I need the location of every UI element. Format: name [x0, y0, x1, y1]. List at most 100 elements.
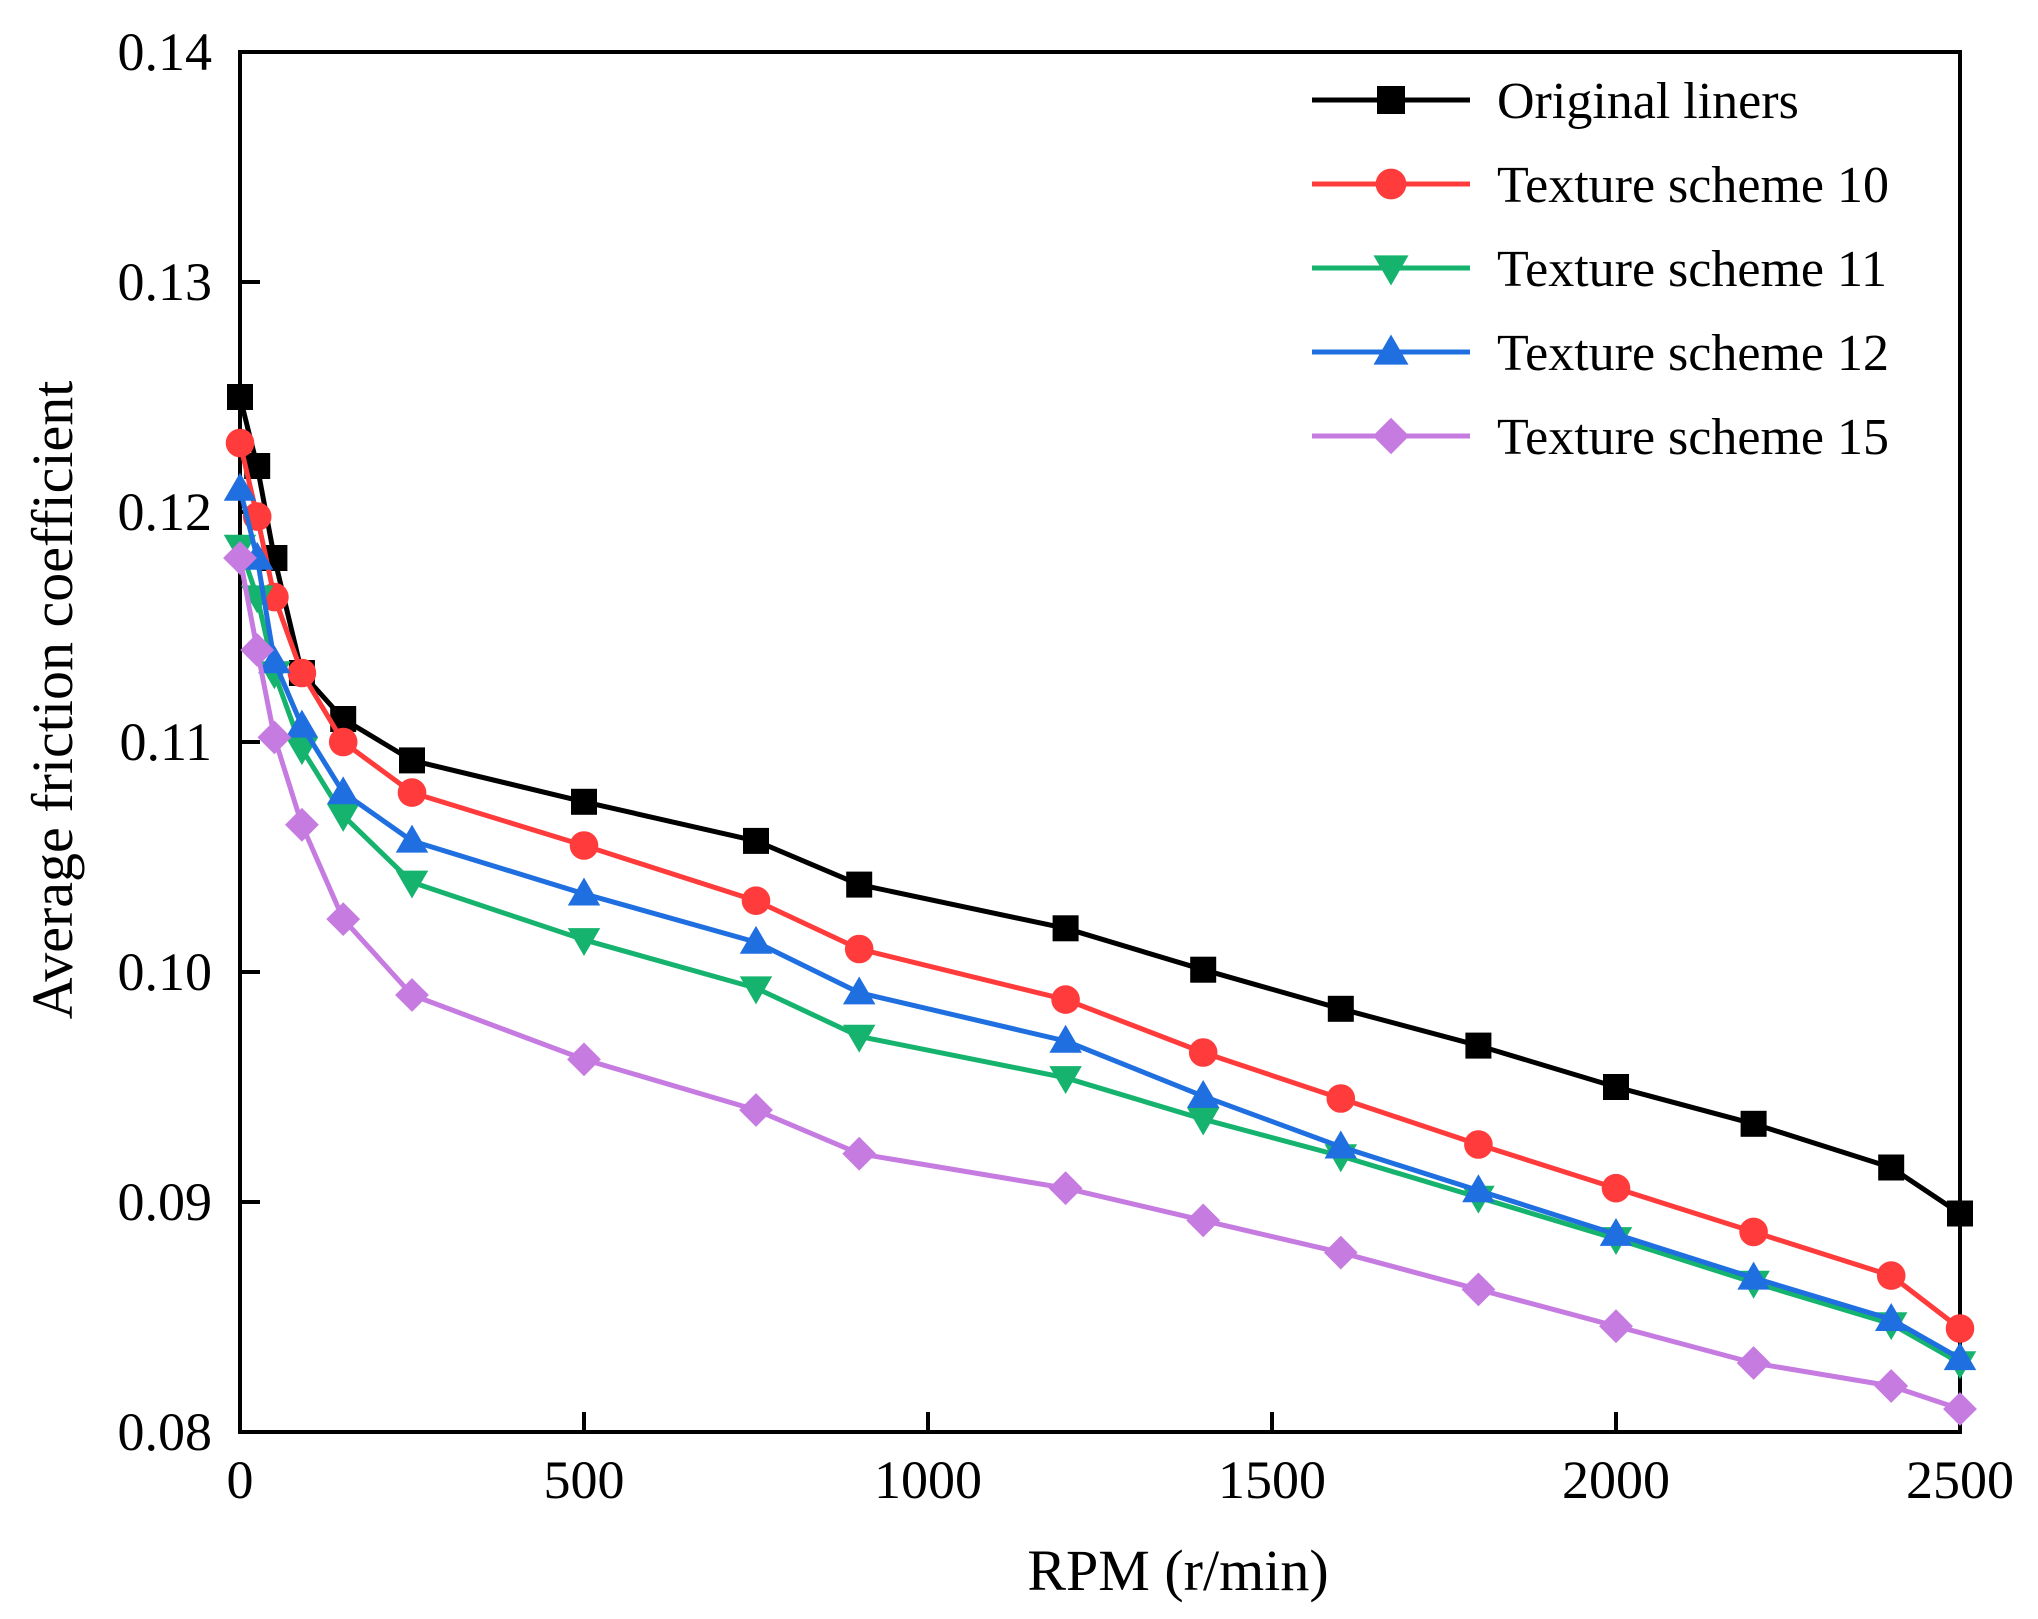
data-point-diamond [1943, 1392, 1977, 1426]
data-point-diamond [285, 807, 319, 842]
x-tick-label: 2500 [1906, 1450, 2014, 1510]
data-point-circle [1051, 985, 1080, 1014]
data-point-triangle-up [258, 645, 291, 674]
data-point-triangle-up [326, 776, 360, 805]
data-point-diamond [1323, 1235, 1358, 1270]
data-point-triangle-up [567, 877, 601, 906]
legend-item: Texture scheme 15 [1312, 409, 1889, 466]
legend-label: Texture scheme 11 [1497, 241, 1887, 298]
data-point-square [1052, 915, 1079, 942]
data-point-diamond [842, 1136, 877, 1171]
data-point-triangle-up [1462, 1174, 1495, 1203]
x-tick-label: 1000 [874, 1450, 982, 1510]
data-point-diamond [1874, 1369, 1909, 1403]
data-point-triangle-down [326, 803, 360, 832]
x-axis-title: RPM (r/min) [1027, 1538, 1328, 1603]
data-point-square [1947, 1200, 1973, 1227]
data-point-circle [287, 658, 317, 688]
data-point-diamond [257, 720, 292, 755]
data-point-triangle-up [1943, 1342, 1977, 1371]
data-point-circle [1876, 1261, 1906, 1290]
data-point-circle [844, 934, 874, 964]
data-point-circle [1188, 1038, 1218, 1067]
series-layer [223, 384, 1977, 1426]
data-point-diamond [1599, 1309, 1633, 1344]
legend: Original liners Texture scheme 10 Texture … [1312, 73, 1889, 466]
legend-item: Texture scheme 12 [1312, 325, 1889, 382]
legend-label: Texture scheme 10 [1497, 157, 1889, 214]
legend-item: Texture scheme 11 [1312, 241, 1887, 298]
data-point-circle [1326, 1084, 1356, 1113]
data-point-circle [1375, 168, 1407, 200]
data-point-triangle-up [1324, 1130, 1358, 1159]
legend-label: Texture scheme 12 [1497, 325, 1889, 382]
series-texture-scheme-12 [223, 472, 1977, 1371]
data-point-triangle-down [1049, 1066, 1082, 1095]
data-point-diamond [1461, 1272, 1496, 1307]
data-point-circle [1945, 1314, 1975, 1343]
data-point-square [1603, 1074, 1629, 1100]
data-point-circle [397, 778, 427, 807]
data-point-circle [569, 831, 599, 860]
data-point-diamond [1186, 1203, 1221, 1238]
data-point-square [1878, 1154, 1905, 1181]
y-tick-label: 0.14 [118, 22, 213, 82]
data-point-diamond [567, 1042, 601, 1077]
series-texture-scheme-15 [223, 541, 1977, 1426]
data-point-triangle-up [1874, 1303, 1908, 1331]
x-tick-label: 500 [544, 1450, 625, 1510]
y-tick-label: 0.08 [118, 1402, 213, 1462]
data-point-triangle-down [739, 976, 773, 1005]
data-point-circle [1739, 1217, 1768, 1247]
data-point-circle [225, 428, 255, 458]
data-point-triangle-up [739, 925, 773, 954]
data-point-triangle-up [1373, 334, 1409, 365]
data-point-diamond [1736, 1346, 1771, 1380]
data-point-triangle-down [285, 737, 319, 766]
x-tick-label: 2000 [1562, 1450, 1670, 1510]
legend-item: Original liners [1312, 73, 1799, 130]
data-point-triangle-down [842, 1024, 876, 1053]
data-point-square [227, 384, 253, 410]
data-point-triangle-up [395, 824, 429, 853]
data-point-square [1327, 995, 1354, 1022]
legend-item: Texture scheme 10 [1312, 157, 1889, 214]
data-point-square [1190, 956, 1217, 983]
x-tick-label: 0 [227, 1450, 254, 1510]
data-point-circle [741, 886, 771, 915]
data-point-diamond [1048, 1171, 1083, 1206]
data-point-circle [328, 727, 358, 757]
data-point-triangle-down [1186, 1107, 1220, 1136]
data-point-circle [1601, 1173, 1631, 1203]
data-point-square [399, 747, 425, 774]
y-tick-label: 0.12 [118, 482, 213, 542]
data-point-diamond [240, 633, 275, 667]
data-point-square [1377, 86, 1405, 114]
y-tick-label: 0.09 [118, 1172, 213, 1232]
data-point-triangle-up [223, 472, 257, 501]
legend-label: Original liners [1497, 73, 1799, 130]
data-point-triangle-up [1049, 1024, 1082, 1053]
data-point-triangle-up [285, 709, 319, 738]
data-point-diamond [326, 902, 361, 936]
data-point-square [1465, 1032, 1492, 1059]
data-point-circle [1464, 1130, 1493, 1159]
data-point-diamond [1372, 417, 1410, 455]
x-axis: 0 500 1000 1500 2000 2500 [227, 1412, 2014, 1510]
x-tick-label: 1500 [1218, 1450, 1326, 1510]
data-point-triangle-up [1186, 1079, 1220, 1108]
y-axis-title: Average friction coefficient [20, 381, 85, 1020]
data-point-diamond [395, 978, 429, 1012]
data-point-square [571, 788, 597, 815]
y-tick-label: 0.13 [118, 252, 213, 312]
data-point-triangle-down [567, 928, 601, 957]
data-point-diamond [739, 1093, 773, 1127]
data-point-triangle-up [1737, 1261, 1770, 1290]
data-point-triangle-down [1373, 255, 1409, 286]
y-axis: 0.08 0.09 0.10 0.11 0.12 0.13 0.14 [118, 22, 260, 1462]
data-point-triangle-up [842, 976, 876, 1005]
legend-label: Texture scheme 15 [1497, 409, 1889, 466]
data-point-diamond [223, 541, 257, 575]
data-point-square [1740, 1110, 1767, 1137]
